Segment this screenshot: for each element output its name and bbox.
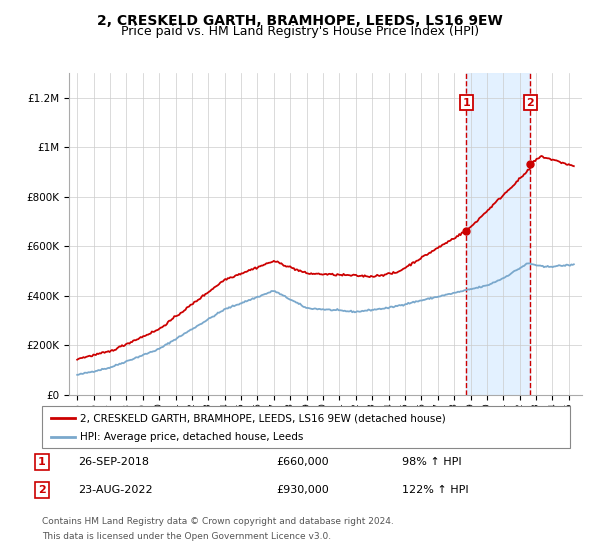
Text: 1: 1	[38, 457, 46, 467]
Text: This data is licensed under the Open Government Licence v3.0.: This data is licensed under the Open Gov…	[42, 532, 331, 541]
Text: Price paid vs. HM Land Registry's House Price Index (HPI): Price paid vs. HM Land Registry's House …	[121, 25, 479, 38]
Text: 26-SEP-2018: 26-SEP-2018	[78, 457, 149, 467]
Text: 122% ↑ HPI: 122% ↑ HPI	[402, 485, 469, 495]
Text: 1: 1	[463, 97, 470, 108]
Text: £930,000: £930,000	[276, 485, 329, 495]
Text: £660,000: £660,000	[276, 457, 329, 467]
Text: Contains HM Land Registry data © Crown copyright and database right 2024.: Contains HM Land Registry data © Crown c…	[42, 517, 394, 526]
Bar	[466, 73, 530, 395]
Text: 2: 2	[526, 97, 534, 108]
Text: HPI: Average price, detached house, Leeds: HPI: Average price, detached house, Leed…	[80, 432, 303, 442]
Text: 98% ↑ HPI: 98% ↑ HPI	[402, 457, 461, 467]
Text: 23-AUG-2022: 23-AUG-2022	[78, 485, 152, 495]
Text: 2, CRESKELD GARTH, BRAMHOPE, LEEDS, LS16 9EW: 2, CRESKELD GARTH, BRAMHOPE, LEEDS, LS16…	[97, 14, 503, 28]
Text: 2: 2	[38, 485, 46, 495]
Text: 2, CRESKELD GARTH, BRAMHOPE, LEEDS, LS16 9EW (detached house): 2, CRESKELD GARTH, BRAMHOPE, LEEDS, LS16…	[80, 413, 446, 423]
